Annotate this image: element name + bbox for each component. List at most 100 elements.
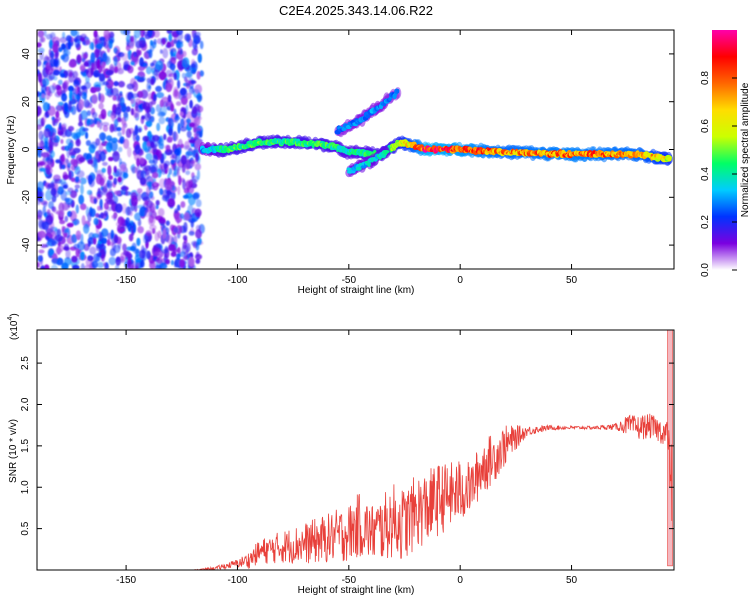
noise-dot — [191, 175, 199, 184]
noise-dot — [175, 253, 181, 260]
noise-dot — [72, 70, 79, 79]
noise-dot — [53, 209, 60, 214]
noise-dot — [134, 144, 141, 155]
snr-ytick-label: 2.0 — [20, 397, 31, 411]
noise-dot — [148, 49, 153, 59]
noise-dot — [115, 256, 121, 266]
noise-dot — [80, 110, 88, 121]
noise-dot — [78, 83, 82, 93]
noise-dot — [67, 142, 74, 150]
noise-dot — [94, 48, 100, 59]
noise-dot — [39, 197, 44, 203]
noise-dot — [80, 263, 85, 269]
noise-dot — [49, 58, 57, 68]
noise-dot — [112, 150, 120, 162]
noise-dot — [153, 93, 157, 102]
noise-dot — [165, 144, 171, 153]
noise-dot — [148, 92, 153, 101]
snr-axes: -150 -100 -50 0 50 0.5 1.0 1.5 2.0 2.5 — [20, 330, 674, 586]
noise-dot — [156, 92, 165, 99]
noise-dot — [164, 169, 168, 175]
noise-dot — [134, 75, 141, 80]
noise-dot — [195, 251, 200, 257]
noise-dot — [145, 66, 152, 75]
noise-dot — [126, 83, 135, 90]
noise-dot — [151, 172, 159, 179]
noise-dot — [75, 84, 79, 94]
noise-dot — [111, 87, 119, 97]
noise-dot — [102, 185, 108, 193]
noise-dot — [188, 159, 197, 164]
noise-dot — [103, 210, 109, 217]
noise-dot — [77, 90, 83, 96]
noise-dot — [140, 259, 145, 268]
noise-dot — [131, 163, 136, 174]
noise-dot — [75, 230, 82, 241]
noise-dot — [87, 174, 93, 185]
noise-dot — [115, 106, 122, 115]
noise-dot — [93, 117, 98, 125]
noise-dot — [50, 264, 58, 269]
noise-dot — [41, 93, 45, 99]
noise-dot — [179, 213, 185, 219]
noise-dot — [167, 198, 176, 208]
noise-dot — [56, 246, 61, 255]
noise-dot — [158, 116, 166, 125]
noise-dot — [45, 189, 53, 201]
noise-dot — [38, 190, 44, 199]
noise-dot — [101, 122, 110, 127]
noise-dot — [100, 212, 104, 219]
noise-dot — [65, 248, 71, 260]
noise-dot — [182, 194, 189, 199]
noise-dot — [159, 188, 164, 196]
noise-dot — [84, 264, 93, 269]
noise-dot — [108, 40, 113, 49]
noise-dot — [125, 91, 133, 101]
snr-xtick-label: 50 — [566, 575, 578, 586]
noise-dot — [37, 145, 41, 156]
noise-dot — [113, 56, 118, 67]
noise-dot — [42, 101, 50, 112]
noise-dot — [181, 50, 187, 58]
noise-dot — [123, 112, 129, 122]
noise-dot — [180, 155, 187, 165]
noise-dot — [180, 87, 188, 99]
noise-dot — [146, 181, 154, 187]
noise-dot — [139, 157, 145, 165]
noise-dot — [61, 93, 68, 102]
noise-dot — [150, 62, 155, 67]
noise-dot — [142, 31, 150, 36]
noise-speckle — [37, 30, 205, 269]
noise-dot — [108, 156, 114, 162]
noise-dot — [136, 237, 141, 247]
spectrogram-ytick-label: 20 — [21, 96, 32, 108]
noise-dot — [132, 51, 137, 58]
noise-dot — [113, 234, 119, 244]
noise-dot — [76, 170, 85, 179]
colorbar-ticks: 0.0 0.2 0.4 0.6 0.8 — [700, 71, 737, 277]
noise-dot — [81, 91, 87, 100]
noise-dot — [188, 230, 195, 236]
snr-marks — [37, 330, 673, 570]
noise-dot — [110, 110, 116, 116]
noise-dot — [105, 91, 113, 97]
noise-dot — [53, 174, 61, 182]
snr-scale-exponent: 4 — [7, 317, 14, 321]
noise-dot — [182, 235, 188, 241]
noise-dot — [38, 130, 44, 141]
noise-dot — [155, 60, 164, 71]
noise-dot — [121, 184, 127, 196]
noise-dot — [196, 169, 201, 180]
noise-dot — [98, 102, 104, 110]
noise-dot — [165, 79, 169, 84]
noise-dot — [165, 227, 170, 234]
noise-dot — [133, 107, 140, 118]
noise-dot — [80, 184, 84, 195]
noise-dot — [59, 36, 67, 44]
colorbar-scale — [712, 30, 737, 270]
noise-dot — [135, 258, 142, 264]
noise-dot — [127, 222, 132, 232]
trace-main-line — [198, 134, 673, 166]
noise-dot — [191, 48, 198, 56]
spectrogram-xtick-label: -150 — [116, 275, 136, 286]
